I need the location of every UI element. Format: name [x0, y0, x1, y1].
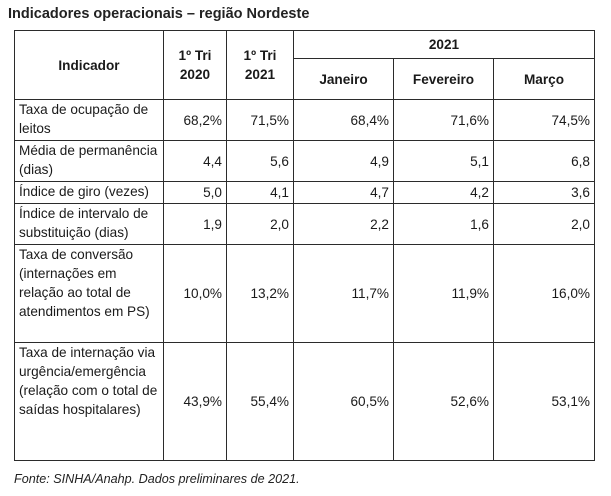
cell-marco: 3,6: [493, 181, 595, 204]
cell-marco: 74,5%: [493, 99, 595, 141]
cell-q1-2021: 13,2%: [226, 244, 294, 343]
header-month-janeiro: Janeiro: [293, 58, 394, 100]
cell-q1-2020: 68,2%: [163, 99, 227, 141]
cell-q1-2020: 5,0: [163, 181, 227, 204]
row-label: Índice de intervalo de substituição (dia…: [14, 203, 164, 245]
table-row: Taxa de internação via urgência/emergênc…: [14, 342, 595, 461]
cell-fevereiro: 52,6%: [393, 342, 494, 461]
row-label: Média de permanência (dias): [14, 140, 164, 182]
cell-q1-2020: 43,9%: [163, 342, 227, 461]
table-row: Índice de intervalo de substituição (dia…: [14, 203, 595, 245]
cell-marco: 6,8: [493, 140, 595, 182]
cell-fevereiro: 11,9%: [393, 244, 494, 343]
header-indicator: Indicador: [14, 30, 164, 100]
cell-marco: 2,0: [493, 203, 595, 245]
cell-fevereiro: 71,6%: [393, 99, 494, 141]
cell-q1-2021: 55,4%: [226, 342, 294, 461]
cell-q1-2020: 10,0%: [163, 244, 227, 343]
table-title: Indicadores operacionais – região Nordes…: [8, 6, 310, 22]
header-months-row: Janeiro Fevereiro Março: [15, 58, 595, 100]
table-row: Índice de giro (vezes) 5,0 4,1 4,7 4,2 3…: [14, 181, 595, 204]
cell-janeiro: 11,7%: [293, 244, 394, 343]
cell-fevereiro: 5,1: [393, 140, 494, 182]
header-q1-2020-line2: 2020: [179, 67, 211, 82]
cell-marco: 53,1%: [493, 342, 595, 461]
row-label: Taxa de internação via urgência/emergênc…: [14, 342, 164, 461]
source-note: Fonte: SINHA/Anahp. Dados preliminares d…: [14, 472, 300, 486]
header-year-2021: 2021: [293, 30, 595, 59]
header-month-marco: Março: [493, 58, 595, 100]
header-row: Indicador 1º Tri 2020 1º Tri 2021 2021: [14, 30, 595, 100]
header-q1-2020: 1º Tri 2020: [163, 30, 227, 100]
header-q1-2021-line1: 1º Tri: [243, 48, 277, 63]
cell-janeiro: 60,5%: [293, 342, 394, 461]
header-q1-2021: 1º Tri 2021: [226, 30, 294, 100]
cell-janeiro: 4,9: [293, 140, 394, 182]
header-month-fevereiro: Fevereiro: [393, 58, 494, 100]
header-q1-2020-line1: 1º Tri: [178, 48, 212, 63]
cell-janeiro: 2,2: [293, 203, 394, 245]
table-row: Taxa de conversão (internações em relaçã…: [14, 244, 595, 343]
cell-q1-2021: 4,1: [226, 181, 294, 204]
cell-q1-2021: 71,5%: [226, 99, 294, 141]
cell-janeiro: 68,4%: [293, 99, 394, 141]
cell-janeiro: 4,7: [293, 181, 394, 204]
indicators-table: Indicador 1º Tri 2020 1º Tri 2021 2021 Jan…: [14, 30, 595, 461]
cell-q1-2020: 4,4: [163, 140, 227, 182]
table-row: Média de permanência (dias) 4,4 5,6 4,9 …: [14, 140, 595, 182]
cell-fevereiro: 1,6: [393, 203, 494, 245]
header-q1-2021-line2: 2021: [244, 67, 276, 82]
cell-q1-2021: 2,0: [226, 203, 294, 245]
table-row: Taxa de ocupação de leitos 68,2% 71,5% 6…: [14, 99, 595, 141]
cell-fevereiro: 4,2: [393, 181, 494, 204]
cell-q1-2020: 1,9: [163, 203, 227, 245]
row-label: Taxa de conversão (internações em relaçã…: [14, 244, 164, 343]
row-label: Taxa de ocupação de leitos: [14, 99, 164, 141]
row-label: Índice de giro (vezes): [14, 181, 164, 204]
cell-q1-2021: 5,6: [226, 140, 294, 182]
cell-marco: 16,0%: [493, 244, 595, 343]
